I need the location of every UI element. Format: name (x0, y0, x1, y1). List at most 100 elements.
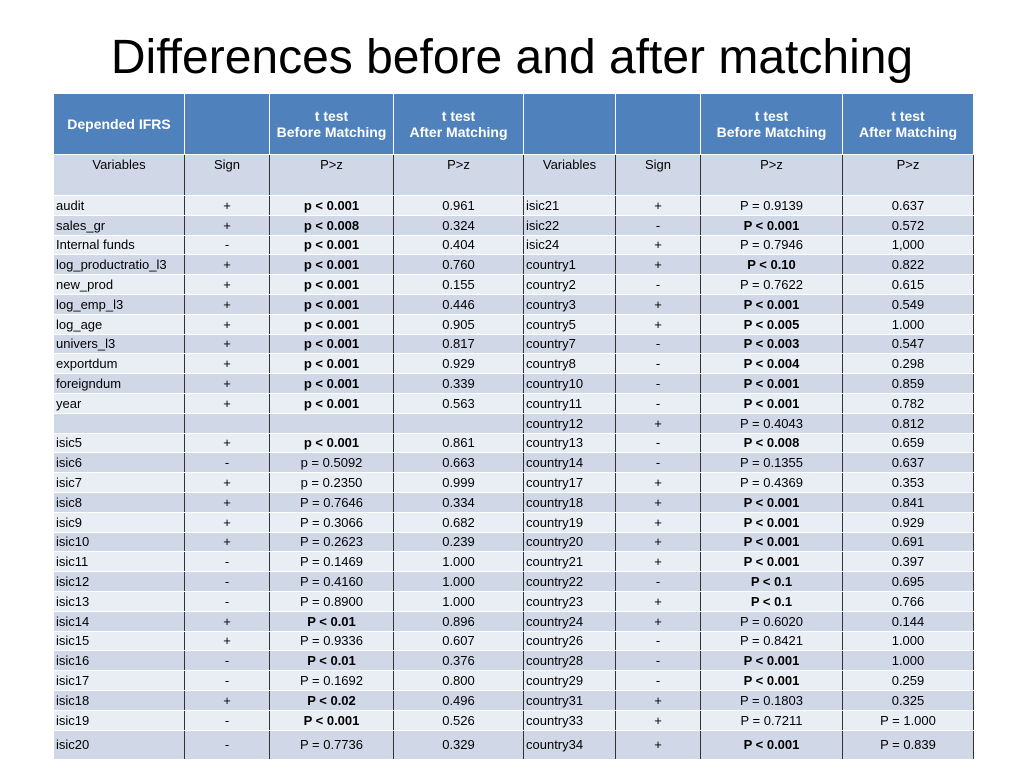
data-cell: 0.896 (393, 610, 524, 632)
data-cell: P = 0.1803 (700, 689, 843, 711)
data-cell: new_prod (53, 274, 185, 295)
data-cell: + (184, 432, 270, 454)
data-cell: p < 0.001 (269, 392, 394, 414)
data-cell (269, 412, 394, 434)
data-cell: - (615, 452, 701, 474)
data-cell: P = 0.3066 (269, 511, 394, 533)
data-cell: 0.663 (393, 452, 524, 474)
data-cell: + (184, 511, 270, 533)
data-cell: 0.259 (842, 670, 974, 691)
data-cell: + (615, 293, 701, 315)
data-cell: P = 0.1692 (269, 670, 394, 691)
data-cell: - (615, 214, 701, 236)
data-cell: P < 0.01 (269, 610, 394, 632)
data-cell: country14 (523, 452, 616, 474)
data-cell: 0.782 (842, 392, 974, 414)
data-cell: + (615, 610, 701, 632)
data-cell: 0.144 (842, 610, 974, 632)
data-cell: P = 1.000 (842, 709, 974, 731)
data-cell: 0.446 (393, 293, 524, 315)
data-cell: 1.000 (393, 590, 524, 612)
data-cell: + (184, 689, 270, 711)
data-row: year + p < 0.001 0.563 country11- P < 0.001 0.… (53, 392, 974, 414)
header-row: Depended IFRS t test Before Matching t test… (53, 93, 974, 155)
data-cell: P < 0.001 (700, 650, 843, 672)
data-cell: isic11 (53, 551, 185, 573)
data-cell: isic6 (53, 452, 185, 474)
data-cell: 0.817 (393, 333, 524, 355)
comparison-table: Depended IFRS t test Before Matching t test… (53, 93, 974, 760)
data-cell: + (615, 195, 701, 216)
data-cell: 0.353 (842, 472, 974, 493)
data-cell: 0.329 (393, 729, 524, 760)
data-row: isic18 + P < 0.02 0.496 country31 + P = 0.1803… (53, 689, 974, 711)
data-row: isic13- P = 0.8900 1.000 country23 + P < 0.1 0… (53, 590, 974, 612)
data-cell: isic9 (53, 511, 185, 533)
data-cell: - (615, 274, 701, 295)
header-cell: t test After Matching (842, 93, 974, 155)
header-cell (615, 93, 701, 155)
data-cell: p < 0.001 (269, 432, 394, 454)
data-row: isic6- p = 0.5092 0.663 country14- P = 0.135… (53, 452, 974, 474)
data-cell: P = 0.1355 (700, 452, 843, 474)
data-cell: p = 0.5092 (269, 452, 394, 474)
data-cell: - (615, 392, 701, 414)
data-cell: + (184, 274, 270, 295)
data-cell: 0.155 (393, 274, 524, 295)
data-cell: + (615, 472, 701, 493)
data-cell: country5 (523, 313, 616, 335)
data-row: log_emp_l3 + p < 0.001 0.446 country3 + P < 0.… (53, 293, 974, 315)
data-cell: P = 0.839 (842, 729, 974, 760)
subheader-cell: P>z (700, 154, 843, 196)
data-cell: country20 (523, 531, 616, 553)
data-cell: + (615, 254, 701, 276)
data-cell: log_productratio_l3 (53, 254, 185, 276)
data-cell: isic15 (53, 630, 185, 652)
data-cell: P < 0.001 (269, 709, 394, 731)
data-cell: 0.822 (842, 254, 974, 276)
data-cell: 0.549 (842, 293, 974, 315)
slide-title: Differences before and after matching (110, 31, 914, 84)
subheader-cell: P>z (269, 154, 394, 196)
data-cell: P < 0.001 (700, 551, 843, 573)
data-cell: - (184, 709, 270, 731)
header-text: Before Matching (276, 124, 387, 140)
data-cell: country18 (523, 491, 616, 513)
data-cell: P < 0.1 (700, 571, 843, 592)
header-text: t test (314, 108, 349, 124)
data-cell: isic24 (523, 234, 616, 256)
data-cell: P < 0.004 (700, 353, 843, 375)
data-cell: P < 0.001 (700, 531, 843, 553)
data-cell: country24 (523, 610, 616, 632)
data-cell: P = 0.8900 (269, 590, 394, 612)
data-cell: p < 0.001 (269, 313, 394, 335)
header-cell (184, 93, 270, 155)
data-cell: P < 0.1 (700, 590, 843, 612)
data-row: isic10 + P = 0.2623 0.239 country20 + P < 0.00… (53, 531, 974, 553)
data-cell: 0.334 (393, 491, 524, 513)
data-cell: + (184, 630, 270, 652)
data-cell: 1.000 (842, 650, 974, 672)
data-cell: isic17 (53, 670, 185, 691)
data-cell: 1.000 (393, 551, 524, 573)
data-cell: + (615, 511, 701, 533)
data-cell: 0.324 (393, 214, 524, 236)
data-row: country12 + P = 0.4043 0.812 (53, 412, 974, 434)
data-cell: country13 (523, 432, 616, 454)
data-cell: 0.659 (842, 432, 974, 454)
data-row: exportdum + p < 0.001 0.929 country8- P < 0.0… (53, 353, 974, 375)
data-cell: 0.800 (393, 670, 524, 691)
data-cell: P = 0.6020 (700, 610, 843, 632)
data-row: Internal funds - p < 0.001 0.404 isic24 + P = … (53, 234, 974, 256)
data-row: isic17- P = 0.1692 0.800 country29- P < 0.00… (53, 670, 974, 691)
data-cell: - (184, 650, 270, 672)
data-cell: - (184, 452, 270, 474)
data-cell: P < 0.001 (700, 293, 843, 315)
data-cell: country11 (523, 392, 616, 414)
data-row: isic8 + P = 0.7646 0.334 country18 + P < 0.001… (53, 491, 974, 513)
data-cell: P < 0.02 (269, 689, 394, 711)
data-cell: year (53, 392, 185, 414)
data-cell: country26 (523, 630, 616, 652)
data-cell: country19 (523, 511, 616, 533)
data-cell: log_age (53, 313, 185, 335)
